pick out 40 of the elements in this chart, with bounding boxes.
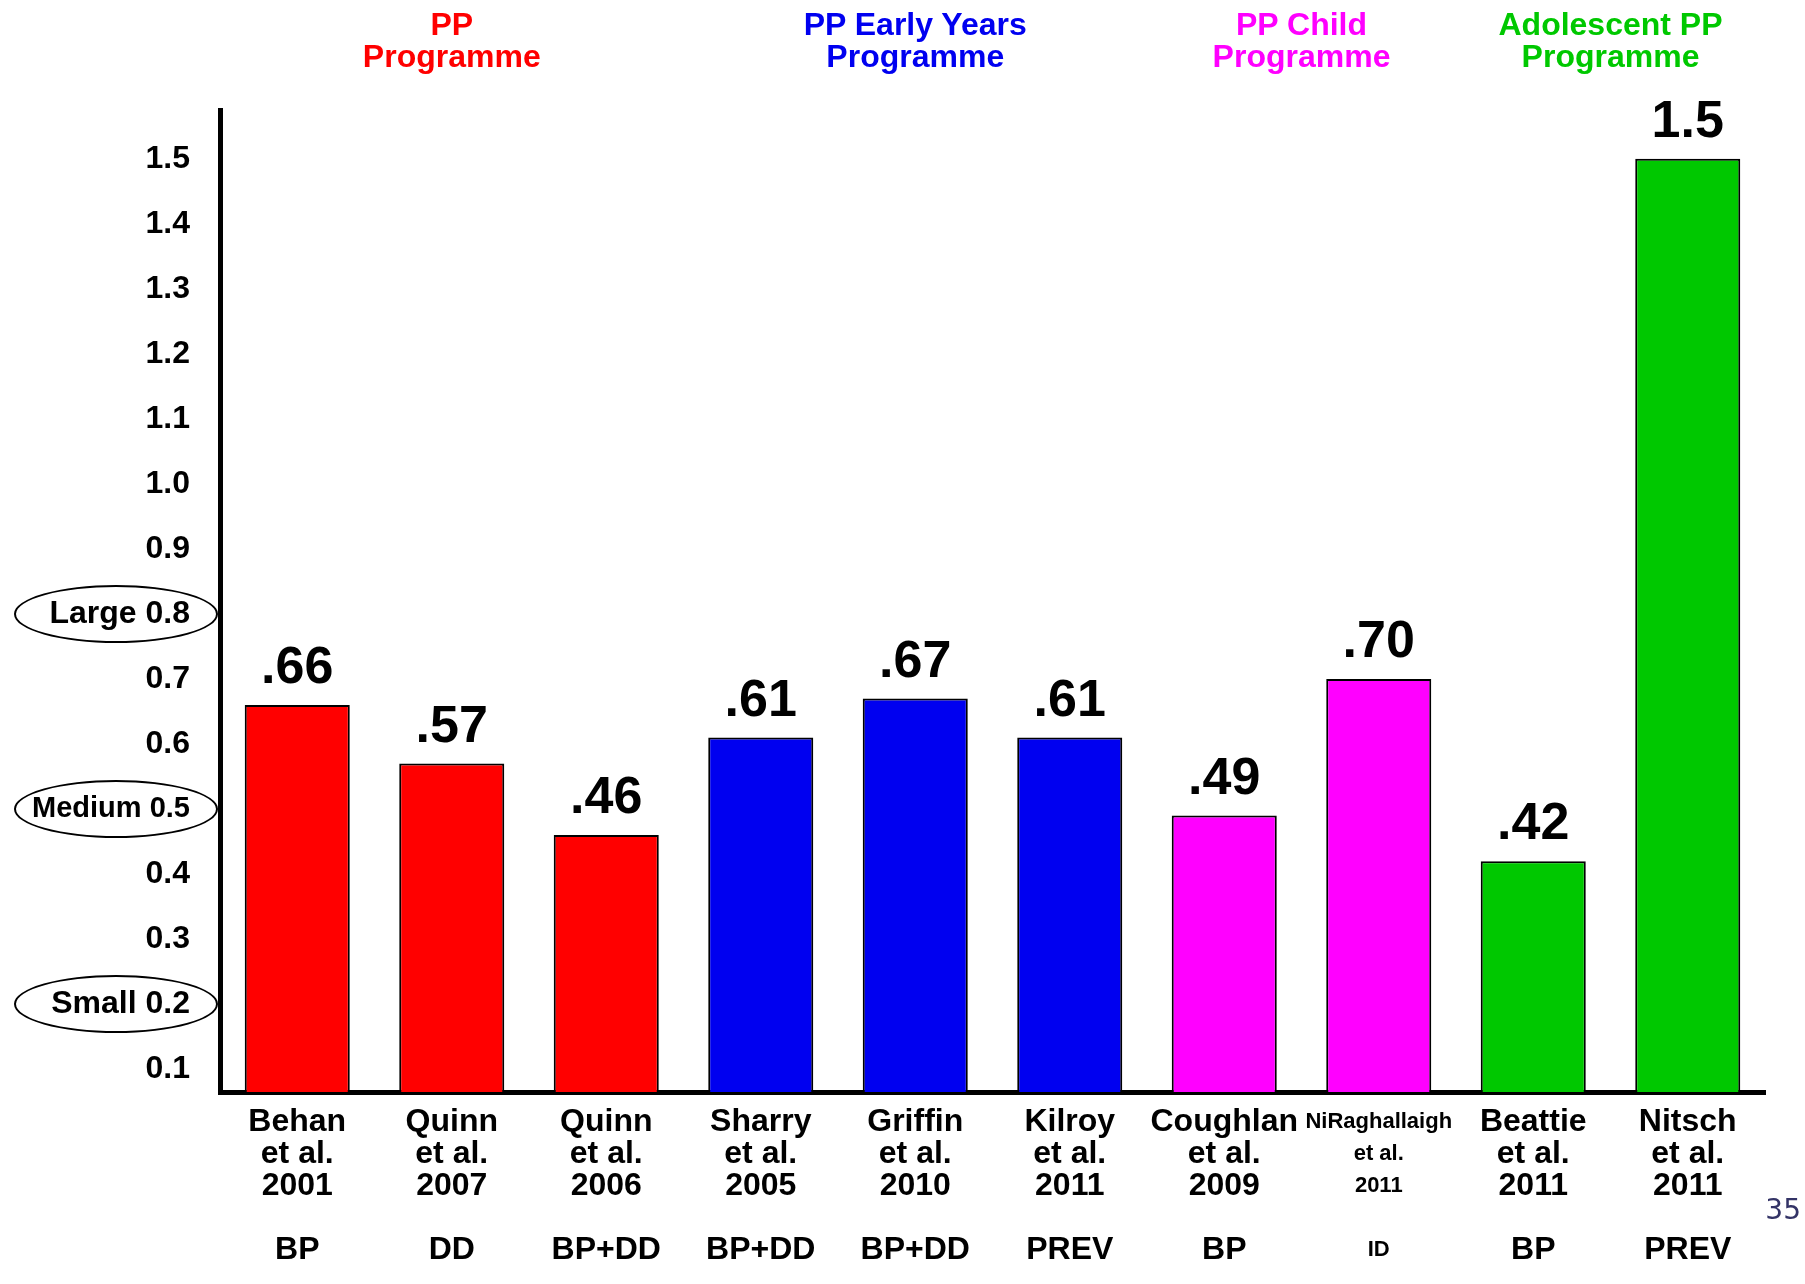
y-tick-label: 0.6 (145, 723, 190, 760)
data-label: .42 (1497, 792, 1570, 851)
x-tick-label: Nitsch et al. 2011 PREV (1638, 1101, 1737, 1266)
data-label: .61 (724, 668, 797, 727)
text: PP Early Years Programme (803, 5, 1027, 74)
text: PP Child Programme (1212, 5, 1391, 74)
y-tick-label: 1.1 (145, 398, 190, 435)
x-tick-label: Quinn et al. 2007 DD (405, 1101, 498, 1266)
x-tick-label: Sharry et al. 2005 BP+DD (706, 1101, 816, 1266)
data-label: .66 (261, 636, 334, 695)
data-label: .67 (879, 629, 952, 688)
x-tick-label: Griffin et al. 2010 BP+DD (860, 1101, 970, 1266)
category-label: NiRaghallaigh et al. 2011 ID (1305, 1108, 1453, 1262)
data-label: .57 (415, 694, 488, 753)
y-tick-label: 0.4 (145, 853, 191, 890)
data-label: .46 (570, 766, 643, 825)
x-tick-label: Beattie et al. 2011 BP (1479, 1101, 1587, 1266)
x-tick-label: Kilroy et al. 2011 PREV (1024, 1101, 1116, 1266)
y-tick-label: 0.7 (145, 658, 190, 695)
data-label: .49 (1188, 746, 1261, 805)
y-tick-label: Small 0.2 (51, 984, 190, 1021)
y-tick-label: 0.9 (145, 528, 190, 565)
x-tick-label: Behan et al. 2001 BP (248, 1101, 347, 1266)
y-tick-label: 1.3 (145, 268, 190, 305)
text: PP Programme (362, 5, 541, 74)
data-label: 1.5 (1651, 90, 1724, 149)
y-tick-label: Medium 0.5 (32, 791, 190, 824)
y-tick-label: Large 0.8 (49, 593, 190, 630)
y-tick-label: 1.0 (145, 463, 190, 500)
y-tick-label: 1.2 (145, 333, 190, 370)
y-tick-label: 1.5 (145, 138, 190, 175)
y-tick-label: 0.3 (145, 919, 190, 955)
y-tick-label: 0.1 (145, 1049, 190, 1086)
x-tick-label: Quinn et al. 2006 BP+DD (551, 1101, 661, 1266)
text: Adolescent PP Programme (1498, 5, 1723, 74)
data-label: .70 (1342, 610, 1415, 669)
data-label: .61 (1033, 668, 1106, 727)
y-tick-label: 1.4 (145, 203, 191, 240)
x-tick-label: Coughlan et al. 2009 BP (1150, 1101, 1299, 1266)
text: 35 (1765, 1193, 1801, 1227)
